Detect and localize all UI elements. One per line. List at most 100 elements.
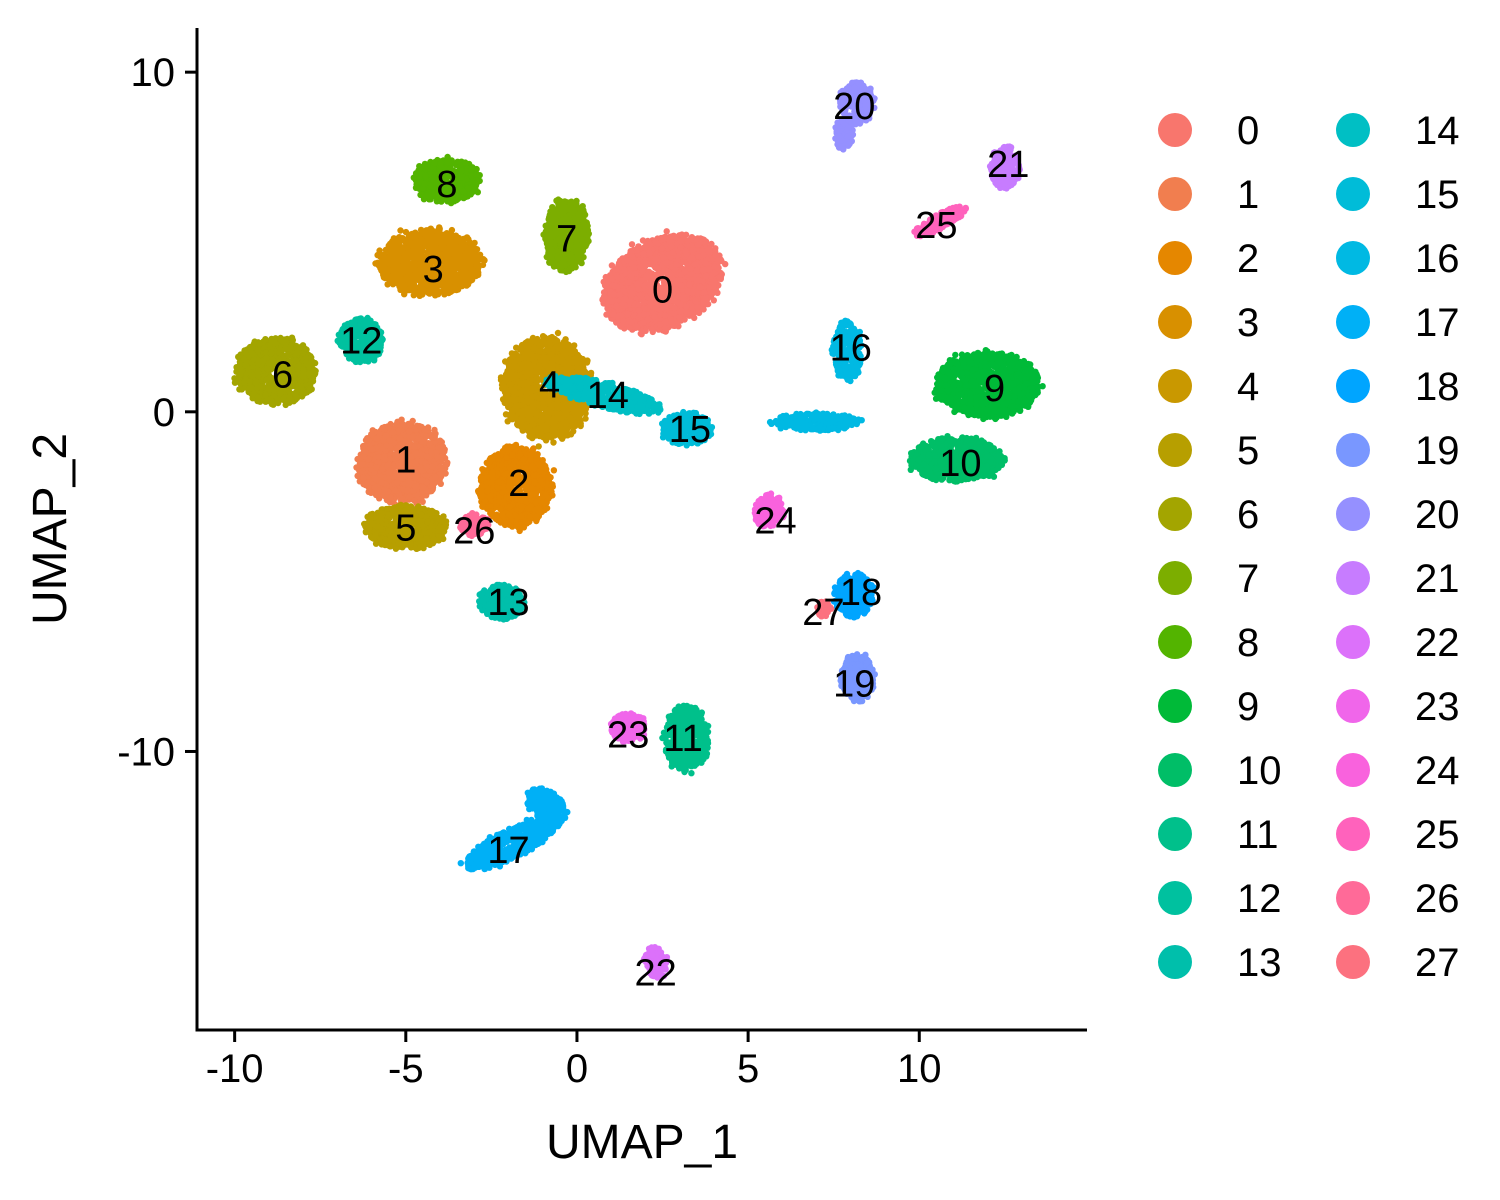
legend-label: 25	[1415, 813, 1460, 857]
legend-key	[1336, 817, 1370, 851]
cluster-20-points	[832, 79, 878, 153]
legend-item-15: 15	[1336, 173, 1460, 217]
legend-item-24: 24	[1336, 749, 1460, 793]
x-tick-label: 5	[737, 1047, 759, 1091]
legend-key	[1158, 369, 1192, 403]
cluster-label-26: 26	[453, 511, 495, 553]
cluster-10-points	[906, 433, 1008, 485]
legend-item-17: 17	[1336, 301, 1460, 345]
legend-item-12: 12	[1158, 877, 1282, 921]
legend-item-25: 25	[1336, 813, 1460, 857]
cluster-label-14: 14	[587, 375, 629, 417]
cluster-18-points	[830, 569, 877, 621]
scatter-points	[231, 79, 1046, 981]
cluster-label-6: 6	[272, 354, 293, 396]
legend-item-8: 8	[1158, 621, 1259, 665]
legend-key	[1158, 753, 1192, 787]
legend-item-27: 27	[1336, 941, 1460, 985]
cluster-label-3: 3	[423, 249, 444, 291]
cluster-label-21: 21	[987, 144, 1029, 186]
legend-label: 6	[1237, 493, 1259, 537]
cluster-label-7: 7	[556, 219, 577, 261]
cluster-26-points	[457, 510, 492, 540]
cluster-23-points	[607, 710, 648, 745]
y-tick-label: 10	[131, 51, 176, 95]
cluster-label-18: 18	[840, 572, 882, 614]
legend-key	[1336, 561, 1370, 595]
cluster-14-points	[542, 373, 664, 418]
cluster-16-points	[766, 317, 865, 434]
legend-item-4: 4	[1158, 365, 1259, 409]
legend-label: 12	[1237, 877, 1282, 921]
legend-item-11: 11	[1158, 813, 1279, 857]
legend-key	[1158, 177, 1192, 211]
legend-item-10: 10	[1158, 749, 1282, 793]
cluster-label-24: 24	[754, 501, 796, 543]
cluster-11-points	[659, 702, 712, 777]
cluster-label-27: 27	[802, 592, 844, 634]
x-tick-label: 10	[897, 1047, 942, 1091]
legend-item-21: 21	[1336, 557, 1460, 601]
legend-label: 19	[1415, 429, 1460, 473]
legend-item-13: 13	[1158, 941, 1282, 985]
cluster-labels: 0123456789101112131415161718192021222324…	[272, 86, 1029, 994]
legend-item-9: 9	[1158, 685, 1259, 729]
cluster-15-points	[659, 408, 716, 449]
cluster-0-points	[599, 228, 729, 338]
legend-item-20: 20	[1336, 493, 1460, 537]
legend-key	[1336, 945, 1370, 979]
cluster-13-points	[476, 581, 528, 623]
legend-item-0: 0	[1158, 109, 1259, 153]
legend-label: 17	[1415, 301, 1460, 345]
cluster-21-points	[986, 143, 1023, 192]
legend-label: 13	[1237, 941, 1282, 985]
cluster-label-0: 0	[652, 270, 673, 312]
legend-item-18: 18	[1336, 365, 1460, 409]
legend-item-16: 16	[1336, 237, 1460, 281]
cluster-17-points	[457, 785, 571, 873]
legend-label: 20	[1415, 493, 1460, 537]
legend-key	[1336, 369, 1370, 403]
legend-label: 3	[1237, 301, 1259, 345]
legend-label: 4	[1237, 365, 1259, 409]
legend-label: 0	[1237, 109, 1259, 153]
legend-label: 7	[1237, 557, 1259, 601]
cluster-label-15: 15	[669, 409, 711, 451]
legend-label: 5	[1237, 429, 1259, 473]
legend-item-3: 3	[1158, 301, 1259, 345]
cluster-3-points	[372, 224, 488, 299]
legend-key	[1336, 689, 1370, 723]
cluster-12-points	[334, 314, 386, 366]
legend-item-26: 26	[1336, 877, 1460, 921]
cluster-27-points	[814, 598, 835, 620]
legend-label: 24	[1415, 749, 1460, 793]
legend-item-23: 23	[1336, 685, 1460, 729]
cluster-label-5: 5	[395, 507, 416, 549]
cluster-9-points	[931, 347, 1046, 423]
legend-key	[1158, 625, 1192, 659]
cluster-label-17: 17	[487, 830, 529, 872]
legend-key	[1336, 305, 1370, 339]
x-tick-label: -5	[388, 1047, 424, 1091]
cluster-label-2: 2	[508, 463, 529, 505]
cluster-label-12: 12	[340, 320, 382, 362]
cluster-1-points	[353, 416, 451, 508]
cluster-label-16: 16	[830, 327, 872, 369]
legend-key	[1158, 945, 1192, 979]
legend-key	[1158, 305, 1192, 339]
legend-label: 1	[1237, 173, 1259, 217]
legend-key	[1158, 881, 1192, 915]
cluster-8-points	[410, 153, 483, 207]
legend-label: 11	[1237, 813, 1279, 857]
cluster-24-points	[751, 490, 787, 530]
x-axis-title: UMAP_1	[546, 1116, 738, 1169]
legend-label: 21	[1415, 557, 1460, 601]
legend-item-2: 2	[1158, 237, 1259, 281]
legend-label: 15	[1415, 173, 1460, 217]
legend: 0123456789101112131415161718192021222324…	[1158, 109, 1460, 985]
legend-label: 22	[1415, 621, 1460, 665]
y-tick-label: 0	[153, 391, 175, 435]
cluster-label-11: 11	[663, 718, 702, 760]
